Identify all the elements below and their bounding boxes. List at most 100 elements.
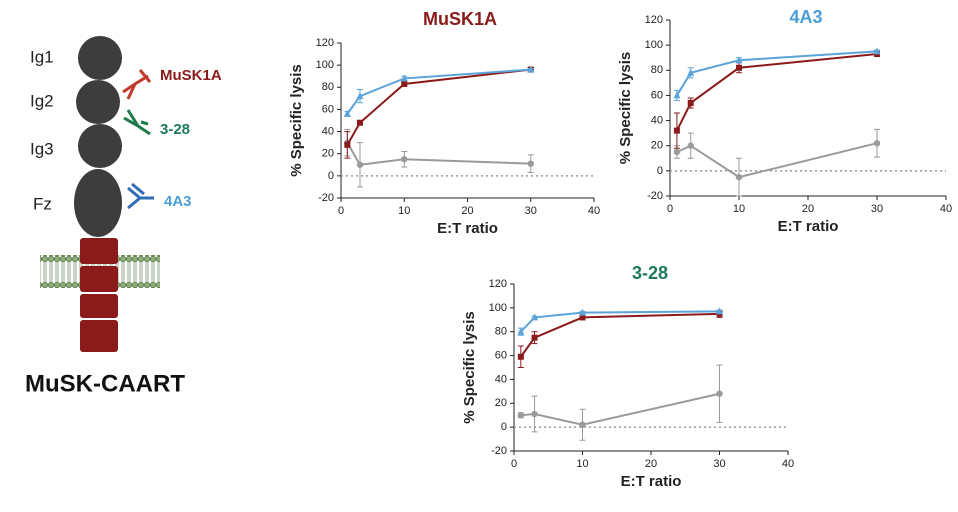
y-tick-label: 40 xyxy=(651,114,663,126)
marker xyxy=(531,313,539,321)
series-line xyxy=(346,68,531,115)
x-tick-label: 10 xyxy=(733,203,745,215)
series-line xyxy=(676,52,878,132)
domain-label: Ig1 xyxy=(30,47,54,66)
series-line xyxy=(520,312,720,358)
marker xyxy=(527,160,534,167)
marker xyxy=(579,308,586,316)
y-axis-label: % Specific lysis xyxy=(288,64,305,177)
y-tick-label: 40 xyxy=(495,373,507,385)
x-tick-label: 30 xyxy=(713,458,725,470)
marker xyxy=(401,80,408,87)
y-tick-label: 100 xyxy=(316,59,334,71)
marker xyxy=(716,307,723,315)
marker xyxy=(356,161,364,168)
chart-title: 4A3 xyxy=(789,7,822,27)
x-tick-label: 20 xyxy=(645,458,657,470)
y-tick-label: 60 xyxy=(322,103,334,115)
y-tick-label: 60 xyxy=(495,349,507,361)
y-tick-label: 100 xyxy=(645,39,663,51)
marker xyxy=(873,140,881,147)
y-tick-label: 120 xyxy=(316,37,334,49)
y-tick-label: 0 xyxy=(501,421,507,433)
y-tick-label: 100 xyxy=(489,302,507,314)
antibody-4a3 xyxy=(127,182,154,210)
marker xyxy=(673,91,681,99)
signal-block xyxy=(80,320,118,352)
marker xyxy=(344,141,351,148)
marker xyxy=(356,119,363,126)
x-axis-label: E:T ratio xyxy=(437,220,498,237)
chart-title: MuSK1A xyxy=(423,9,497,29)
y-tick-label: -20 xyxy=(647,190,663,202)
marker xyxy=(517,412,525,419)
marker xyxy=(531,334,538,341)
series-line xyxy=(346,68,531,146)
domain-label: Fz xyxy=(33,194,52,213)
x-tick-label: 0 xyxy=(667,203,673,215)
domain-label: Ig3 xyxy=(30,139,54,158)
marker xyxy=(687,68,695,76)
x-tick-label: 40 xyxy=(588,205,600,217)
marker xyxy=(673,127,680,134)
x-tick-label: 0 xyxy=(511,458,517,470)
y-tick-label: 80 xyxy=(322,81,334,93)
marker xyxy=(579,314,586,321)
marker xyxy=(687,142,694,149)
y-tick-label: 20 xyxy=(495,397,507,409)
x-axis-label: E:T ratio xyxy=(778,218,839,235)
x-tick-label: 30 xyxy=(525,205,537,217)
tm-block xyxy=(80,266,118,292)
chart-title: 3-28 xyxy=(632,263,668,283)
marker xyxy=(517,353,524,360)
y-axis-label: % Specific lysis xyxy=(461,311,478,424)
marker xyxy=(735,173,743,181)
x-tick-label: 20 xyxy=(802,203,814,215)
y-tick-label: 120 xyxy=(645,14,663,26)
marker xyxy=(400,74,408,82)
y-tick-label: 60 xyxy=(651,89,663,101)
domain-label: Ig2 xyxy=(30,91,54,110)
series-line xyxy=(520,310,720,333)
marker xyxy=(716,390,723,397)
marker xyxy=(735,56,743,64)
antibody-label: 4A3 xyxy=(164,193,192,210)
ig2-domain xyxy=(76,80,120,124)
y-tick-label: 0 xyxy=(657,165,663,177)
ig3-domain xyxy=(78,124,122,168)
antibody-label: MuSK1A xyxy=(160,67,222,84)
antibody-musk1a xyxy=(122,69,152,100)
x-tick-label: 10 xyxy=(576,458,588,470)
construct-label: MuSK-CAART xyxy=(25,370,185,397)
x-axis-label: E:T ratio xyxy=(621,473,682,490)
y-axis-label: % Specific lysis xyxy=(617,52,634,165)
marker xyxy=(873,47,881,55)
x-tick-label: 30 xyxy=(871,203,883,215)
y-tick-label: 120 xyxy=(489,278,507,290)
x-tick-label: 20 xyxy=(461,205,473,217)
marker xyxy=(687,99,694,106)
x-tick-label: 40 xyxy=(940,203,952,215)
antibody-3-28 xyxy=(123,109,151,136)
marker xyxy=(343,109,351,117)
y-tick-label: 40 xyxy=(322,125,334,137)
marker xyxy=(356,92,364,100)
x-tick-label: 10 xyxy=(398,205,410,217)
y-tick-label: 20 xyxy=(651,140,663,152)
y-tick-label: 80 xyxy=(495,326,507,338)
marker xyxy=(579,421,586,428)
y-tick-label: -20 xyxy=(318,192,334,204)
marker xyxy=(736,64,742,71)
ig1-domain xyxy=(78,36,122,80)
marker xyxy=(531,410,538,418)
diagram: Ig1 Ig2 Ig3 Fz MuSK1A 3-28 4A3 MuSK-CAAR… xyxy=(25,36,222,397)
series-line xyxy=(520,392,720,426)
y-tick-label: 80 xyxy=(651,64,663,76)
marker xyxy=(673,148,681,156)
marker xyxy=(401,156,408,163)
y-tick-label: -20 xyxy=(491,445,507,457)
y-tick-label: 20 xyxy=(322,148,334,160)
x-tick-label: 40 xyxy=(782,458,794,470)
fz-domain xyxy=(74,169,122,237)
